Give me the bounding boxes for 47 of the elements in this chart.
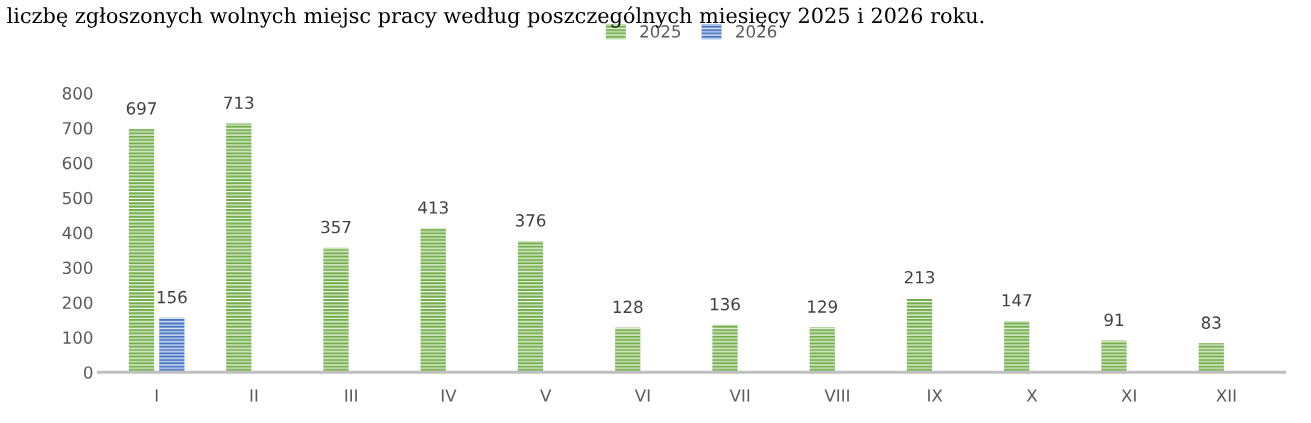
data-label: 357: [321, 220, 351, 234]
bar: [128, 129, 155, 373]
data-label: 213: [904, 270, 935, 284]
x-tick-label: I: [155, 389, 158, 402]
bar: [517, 241, 544, 373]
data-label: 128: [613, 300, 643, 314]
bar: [226, 123, 252, 373]
x-tick-label: II: [250, 389, 258, 402]
y-tick-label: 300: [62, 261, 93, 275]
bar: [809, 327, 835, 373]
bar: [712, 324, 738, 373]
x-tick-label: XI: [1121, 389, 1136, 402]
x-tick-label: III: [345, 389, 357, 402]
x-tick-label: VII: [729, 389, 750, 402]
bar: [1198, 343, 1224, 373]
data-label: 83: [1201, 316, 1221, 329]
x-tick-label: IV: [441, 389, 457, 402]
x-tick-label: VIII: [824, 389, 849, 402]
data-label: 147: [1002, 294, 1032, 307]
data-label: 697: [126, 102, 156, 115]
bar: [159, 317, 185, 373]
bar: [420, 228, 446, 373]
bar: [906, 297, 933, 373]
y-tick-label: 500: [62, 191, 93, 205]
y-tick-label: 400: [62, 226, 93, 240]
x-tick-label: VI: [634, 389, 650, 402]
data-label: 713: [224, 96, 254, 110]
x-tick-label: IX: [928, 389, 943, 402]
y-tick-label: 700: [63, 121, 93, 135]
x-tick-label: XII: [1216, 389, 1236, 402]
y-tick-label: 200: [62, 296, 93, 310]
data-label: 129: [808, 300, 837, 313]
bar: [1101, 340, 1127, 373]
data-label: 91: [1104, 313, 1124, 327]
data-label: 136: [710, 297, 740, 311]
bar: [1004, 320, 1030, 373]
y-tick-label: 600: [62, 156, 93, 170]
y-tick-label: 0: [83, 366, 93, 379]
y-tick-label: 100: [63, 331, 93, 344]
data-label: 376: [515, 214, 546, 227]
x-tick-label: X: [1026, 389, 1038, 402]
bar: [323, 247, 349, 373]
data-label: 413: [418, 201, 448, 214]
x-tick-label: V: [540, 389, 552, 402]
data-label: 156: [157, 290, 187, 304]
y-tick-label: 800: [62, 87, 93, 100]
bar: [615, 327, 641, 373]
